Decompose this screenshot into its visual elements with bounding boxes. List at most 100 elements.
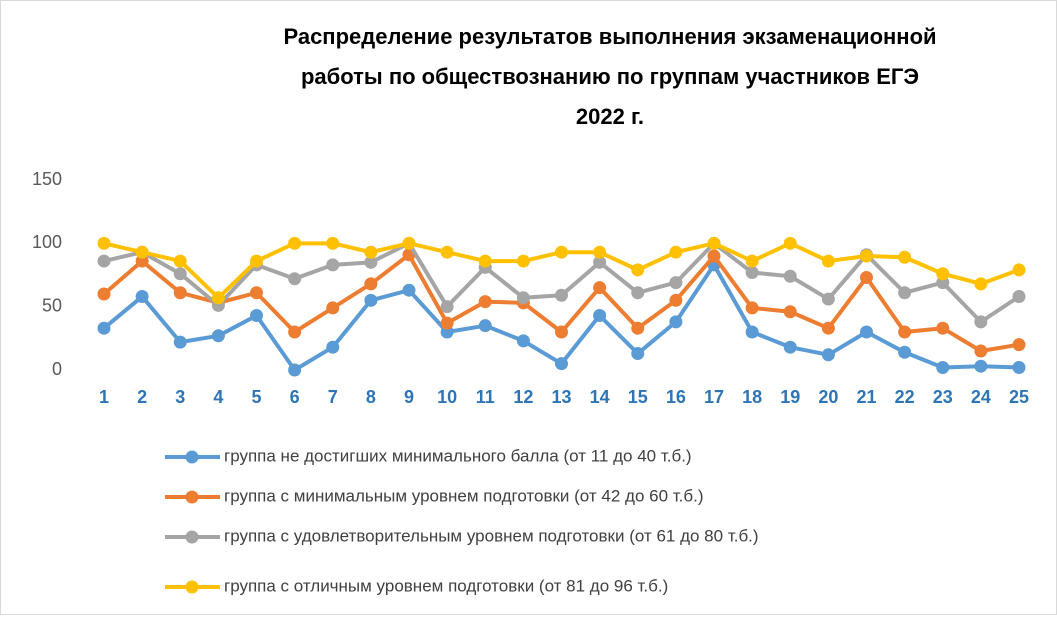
data-point [211,291,225,305]
x-tick-label: 25 [1009,387,1029,407]
x-tick-label: 2 [137,387,147,407]
x-tick-label: 5 [251,387,261,407]
y-tick-label: 100 [32,232,62,252]
data-point [97,287,111,301]
data-point [974,315,988,329]
data-point [516,291,530,305]
data-point [173,286,187,300]
data-point [745,254,759,268]
data-point [974,359,988,373]
legend-label: группа не достигших минимального балла (… [224,446,692,465]
x-tick-label: 4 [213,387,223,407]
data-point [783,236,797,250]
data-point [555,357,568,371]
data-point [440,300,454,314]
data-point [821,348,835,362]
data-point [783,340,797,354]
data-point [364,277,378,291]
x-tick-label: 16 [666,387,686,407]
data-point [898,286,912,300]
x-tick-label: 22 [895,387,915,407]
x-tick-label: 3 [175,387,185,407]
data-point [593,281,607,295]
data-point [669,293,683,307]
data-point [364,293,378,307]
data-point [326,301,340,315]
data-point [1012,263,1026,277]
data-point [669,276,683,290]
data-point [555,288,568,302]
legend-marker [185,530,199,544]
y-tick-label: 150 [32,169,62,189]
data-point [974,277,988,291]
data-point [97,254,111,268]
data-point [631,347,645,361]
data-point [860,271,873,285]
x-tick-label: 18 [742,387,762,407]
legend-label: группа с минимальным уровнем подготовки … [224,486,704,505]
data-point [478,295,492,309]
data-point [936,321,950,335]
data-point [1012,290,1026,304]
data-point [783,305,797,319]
x-tick-label: 19 [780,387,800,407]
data-point [631,263,645,277]
data-point [402,236,416,250]
legend-label: группа с удовлетворительным уровнем подг… [224,526,759,545]
data-point [364,255,378,269]
data-point [1012,360,1026,374]
data-point [555,245,568,259]
data-point [97,236,111,250]
data-point [135,290,149,304]
data-point [326,258,340,272]
data-point [288,272,302,286]
data-point [516,254,530,268]
data-point [936,360,950,374]
data-point [250,309,263,323]
x-tick-label: 12 [513,387,533,407]
x-tick-label: 1 [99,387,109,407]
x-tick-label: 9 [404,387,414,407]
data-point [1012,338,1026,352]
data-point [516,334,530,348]
data-point [593,309,607,323]
data-point [707,236,721,250]
data-point [745,301,759,315]
data-point [326,340,340,354]
chart-title: Распределение результатов выполнения экз… [283,24,936,49]
x-tick-label: 11 [476,387,495,407]
data-point [288,363,302,377]
data-point [783,269,797,283]
data-point [173,335,187,349]
data-point [821,254,835,268]
data-point [440,316,454,330]
data-point [288,236,302,250]
data-point [326,236,340,250]
data-point [898,325,912,339]
data-point [821,321,835,335]
x-tick-label: 21 [856,387,876,407]
data-point [898,345,912,359]
x-tick-label: 8 [366,387,376,407]
data-point [593,245,607,259]
data-point [860,325,873,339]
data-point [860,249,873,263]
data-point [631,321,645,335]
data-point [364,245,378,259]
legend-label: группа с отличным уровнем подготовки (от… [224,576,668,595]
x-tick-label: 17 [704,387,724,407]
y-tick-label: 50 [42,295,62,315]
data-point [173,267,187,281]
data-point [478,319,492,333]
data-point [707,249,721,263]
data-point [898,250,912,264]
data-point [250,254,263,268]
data-point [669,245,683,259]
legend-marker [185,490,199,504]
y-tick-label: 0 [52,359,62,379]
x-tick-label: 20 [818,387,838,407]
data-point [478,254,492,268]
data-point [745,265,759,279]
x-tick-label: 6 [290,387,300,407]
